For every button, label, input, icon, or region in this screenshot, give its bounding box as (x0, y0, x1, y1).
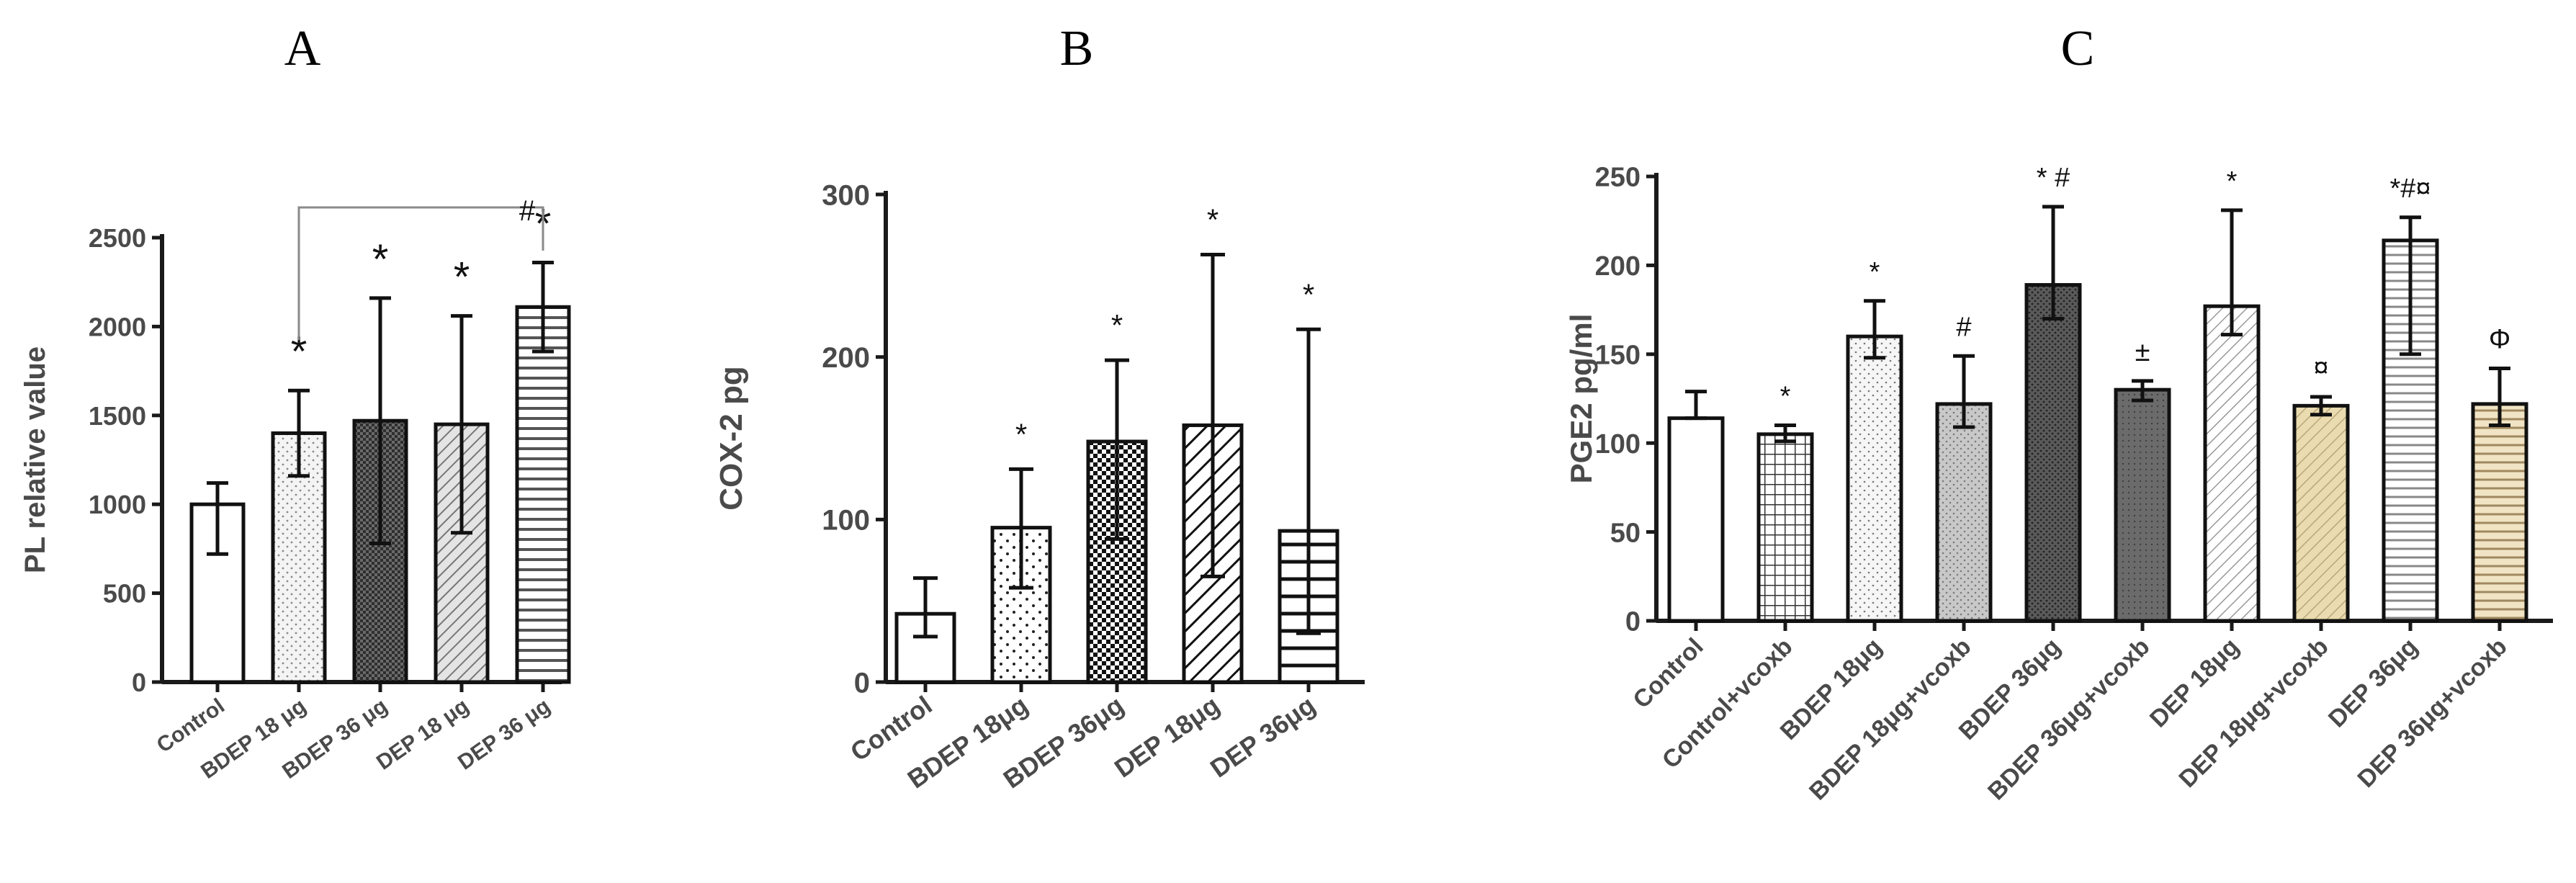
y-tick-label: 2500 (89, 223, 146, 253)
significance-annotation: # (1956, 312, 1971, 342)
y-tick-label: 0 (132, 668, 146, 697)
significance-annotation: *#¤ (2389, 174, 2431, 204)
y-tick-label: 150 (1595, 340, 1641, 370)
significance-annotation: * # (2037, 163, 2070, 193)
significance-annotation: ¤ (2313, 353, 2328, 383)
bar (2203, 304, 2261, 623)
y-tick-label: 0 (854, 667, 870, 699)
bar (1756, 432, 1814, 623)
panel-a-chart: A PL relative value 0 500 1000 1500 2000 2500 Co… (19, 21, 571, 784)
x-category-label: BDEP 18μg+vcoxb (1804, 633, 1977, 806)
significance-annotation: * (1780, 382, 1791, 412)
y-axis-label: COX-2 pg (714, 366, 749, 510)
y-axis-label: PL relative value (19, 346, 51, 573)
significance-annotation: * (1015, 417, 1027, 451)
y-axis-label: PGE2 pg/ml (1564, 314, 1598, 484)
y-tick-label: 1500 (89, 401, 146, 431)
bar (1667, 416, 1725, 623)
y-tick-label: 250 (1595, 163, 1641, 193)
y-tick-label: 50 (1610, 518, 1641, 548)
x-category-label: DEP 18μg (1109, 690, 1225, 784)
significance-annotation: ± (2135, 337, 2150, 367)
panel-title: B (1060, 21, 1094, 76)
significance-annotation: * (291, 328, 308, 375)
bar (2024, 283, 2082, 623)
significance-annotation: * (1111, 308, 1123, 342)
comparison-bracket (297, 206, 544, 341)
bar (1935, 402, 1993, 623)
y-tick-label: 500 (103, 579, 146, 609)
bar (2114, 387, 2171, 623)
bar (1846, 334, 1903, 623)
x-category-label: BDEP 36μg+vcoxb (1983, 633, 2155, 806)
significance-annotation: * (1870, 257, 1880, 287)
y-tick-label: 200 (822, 342, 870, 374)
y-tick-label: 0 (1625, 607, 1641, 637)
bracket-label: # (519, 195, 536, 227)
bar (2471, 402, 2528, 623)
y-tick-label: 200 (1595, 251, 1641, 282)
panel-title: C (2061, 21, 2095, 76)
y-tick-label: 100 (822, 505, 870, 537)
x-category-label: DEP 18μg+vcoxb (2173, 633, 2333, 793)
x-category-label: DEP 36 μg (454, 694, 555, 775)
x-category-label: Control (153, 694, 229, 758)
x-category-label: DEP 36μg (1205, 690, 1321, 784)
bar (2292, 403, 2350, 623)
bar (1086, 439, 1148, 684)
significance-annotation: * (2227, 166, 2238, 197)
significance-annotation: * (454, 254, 470, 301)
panel-title: A (284, 21, 321, 76)
y-tick-label: 1000 (89, 490, 146, 519)
x-category-label: Control (1628, 633, 1708, 714)
y-tick-label: 100 (1595, 429, 1641, 460)
significance-annotation: Φ (2489, 325, 2510, 355)
significance-annotation: * (1303, 277, 1314, 311)
y-tick-label: 2000 (89, 312, 146, 341)
y-tick-label: 300 (822, 179, 870, 211)
bar (894, 611, 956, 684)
bar (515, 305, 571, 684)
significance-annotation: * (372, 236, 389, 283)
significance-annotation: * (1207, 202, 1219, 236)
x-category-label: DEP 36μg+vcoxb (2352, 633, 2512, 793)
